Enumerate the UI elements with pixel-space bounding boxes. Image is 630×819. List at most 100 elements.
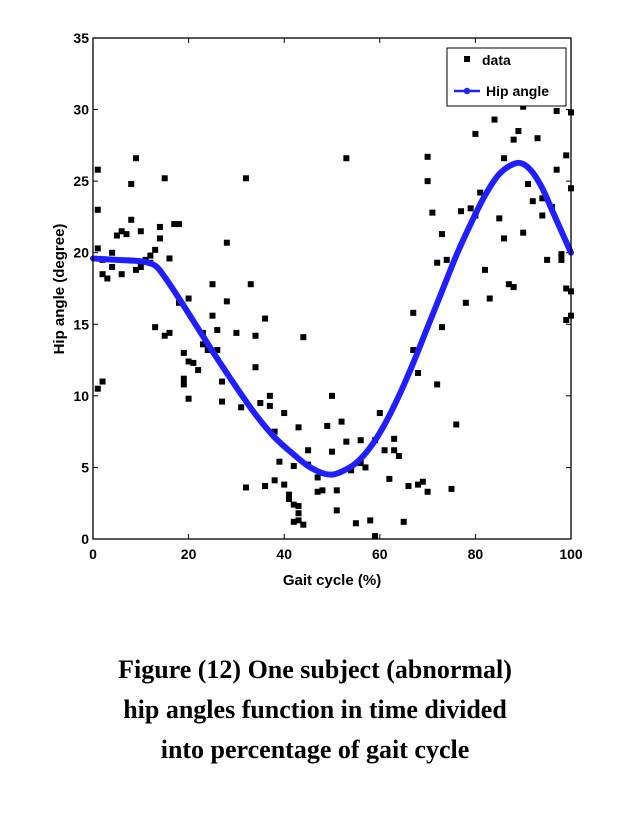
data-point	[233, 329, 240, 336]
hip-angle-line	[90, 159, 574, 478]
data-point	[563, 316, 570, 323]
data-point	[166, 255, 173, 262]
legend-line-label: Hip angle	[486, 83, 549, 99]
data-point	[486, 295, 493, 302]
caption-line-2: hip angles function in time divided	[123, 695, 507, 724]
data-point	[553, 108, 560, 115]
plot-area-frame	[92, 37, 572, 540]
data-point	[338, 418, 345, 425]
data-point	[290, 462, 297, 469]
data-point	[295, 424, 302, 431]
x-tick-label: 60	[372, 546, 388, 562]
data-point	[419, 478, 426, 485]
y-tick-label: 25	[73, 173, 89, 189]
x-axis-label: Gait cycle (%)	[283, 572, 381, 589]
data-point	[118, 271, 125, 278]
data-point	[544, 256, 551, 263]
data-point	[219, 398, 226, 405]
data-point	[429, 209, 436, 216]
data-point	[290, 518, 297, 525]
data-point	[391, 435, 398, 442]
data-point	[481, 266, 488, 273]
data-point	[94, 245, 101, 252]
data-point	[501, 235, 508, 242]
data-point	[285, 491, 292, 498]
data-point	[180, 381, 187, 388]
data-point	[133, 155, 140, 162]
data-point	[438, 324, 445, 331]
data-point	[223, 239, 230, 246]
data-point	[118, 228, 125, 235]
data-point	[424, 488, 431, 495]
data-point	[147, 252, 154, 259]
data-point	[128, 181, 135, 188]
data-point	[415, 369, 422, 376]
data-point	[195, 367, 202, 374]
data-point	[348, 467, 355, 474]
data-point	[161, 175, 168, 182]
data-point	[558, 256, 565, 263]
data-point	[156, 223, 163, 230]
data-point	[238, 404, 245, 411]
data-point	[185, 295, 192, 302]
data-point	[477, 189, 484, 196]
data-point	[505, 281, 512, 288]
data-point	[343, 438, 350, 445]
data-point	[276, 458, 283, 465]
data-point	[448, 485, 455, 492]
y-tick-label: 10	[73, 388, 89, 404]
data-point	[496, 215, 503, 222]
y-tick-label: 5	[81, 459, 89, 475]
data-point	[262, 315, 269, 322]
data-point	[529, 198, 536, 205]
data-point	[300, 521, 307, 528]
data-point	[510, 136, 517, 143]
legend-data-label: data	[482, 52, 511, 68]
y-tick-label: 35	[73, 30, 89, 46]
data-point	[553, 166, 560, 173]
data-point	[133, 266, 140, 273]
data-point	[472, 130, 479, 137]
data-point	[152, 246, 159, 253]
data-point	[94, 385, 101, 392]
data-point	[515, 128, 522, 135]
data-point	[563, 152, 570, 159]
data-point	[462, 299, 469, 306]
data-point	[491, 116, 498, 123]
data-point	[295, 510, 302, 517]
x-tick-label: 0	[89, 546, 97, 562]
data-point	[434, 381, 441, 388]
caption-line-3: into percentage of gait cycle	[160, 735, 470, 764]
data-point	[262, 483, 269, 490]
x-tick-label: 80	[468, 546, 484, 562]
data-point	[252, 332, 259, 339]
data-point	[123, 231, 130, 238]
data-point	[295, 503, 302, 510]
data-point	[266, 402, 273, 409]
data-point	[176, 221, 183, 228]
legend-line-marker	[463, 87, 471, 95]
data-point	[104, 275, 111, 282]
data-point	[271, 477, 278, 484]
data-point	[295, 517, 302, 524]
data-point	[372, 533, 379, 540]
data-point	[391, 447, 398, 454]
data-point	[137, 228, 144, 235]
hip-angle-chart: 0 20 40 60 80 100 0 5 10 15 20 25 30 35 Gait cycle (%…	[51, 30, 583, 589]
y-tick-label: 0	[81, 531, 89, 547]
data-point	[524, 181, 531, 188]
data-point	[319, 487, 326, 494]
data-point	[381, 447, 388, 454]
y-axis-label: Hip angle (degree)	[51, 224, 68, 355]
data-point	[333, 487, 340, 494]
data-point	[257, 400, 264, 407]
data-point	[94, 206, 101, 213]
data-point	[324, 422, 331, 429]
data-point	[242, 484, 249, 491]
data-point	[242, 175, 249, 182]
data-point	[395, 452, 402, 459]
data-point	[357, 460, 364, 467]
data-point	[94, 166, 101, 173]
data-point	[305, 447, 312, 454]
data-point	[300, 334, 307, 341]
